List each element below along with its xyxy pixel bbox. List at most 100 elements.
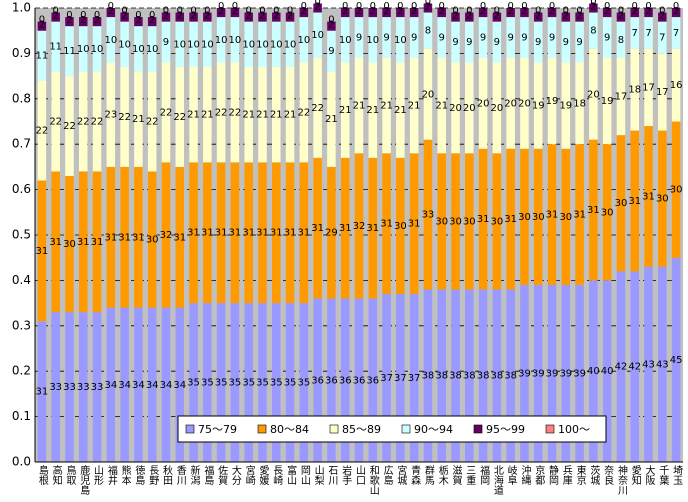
bar-segment <box>230 162 240 304</box>
x-tick-label: 福井 <box>105 464 117 486</box>
bar-segment <box>630 48 639 131</box>
data-label: 38 <box>491 371 504 382</box>
data-label: 39 <box>532 368 545 379</box>
data-label: 31 <box>49 237 62 248</box>
bar-segment <box>368 298 378 462</box>
data-label: 22 <box>229 107 242 118</box>
data-label: 10 <box>270 39 283 50</box>
x-tick-label: 岐阜 <box>505 464 517 486</box>
bar-segment <box>65 76 74 176</box>
data-label: 31 <box>229 228 242 239</box>
bar-segment <box>658 12 667 22</box>
bar-segment <box>589 139 598 281</box>
data-label: 35 <box>215 378 228 389</box>
data-label: 0 <box>273 6 279 17</box>
data-label: 31 <box>91 237 104 248</box>
data-label: 2 <box>287 11 293 22</box>
bar-segment <box>423 12 433 49</box>
data-label: 10 <box>146 44 159 55</box>
bar-segment <box>299 303 309 462</box>
data-label: 10 <box>201 39 214 50</box>
bar-segment <box>409 8 419 18</box>
data-label: 29 <box>325 228 338 239</box>
x-tick-label: 兵庫 <box>560 464 572 486</box>
y-tick-label: 0.7 <box>12 137 31 151</box>
data-label: 0 <box>121 6 127 17</box>
x-tick-label: 茨城 <box>588 464 600 486</box>
data-label: 19 <box>559 101 572 112</box>
data-label: 2 <box>590 1 596 12</box>
data-label: 0 <box>342 1 348 12</box>
data-label: 2 <box>452 11 458 22</box>
bar-segment <box>533 148 543 285</box>
bar-segment <box>382 153 391 295</box>
data-label: 21 <box>435 101 448 112</box>
bar-segment <box>92 171 102 313</box>
bar-segment <box>478 289 488 462</box>
bar-segment <box>575 284 584 462</box>
bar-segment <box>492 153 502 290</box>
data-label: 37 <box>380 373 393 384</box>
bar-segment <box>451 153 460 290</box>
bar-segment <box>203 303 212 462</box>
bar-segment <box>340 62 350 158</box>
x-tick-label: 栃木 <box>436 464 448 486</box>
data-label: 0 <box>563 6 569 17</box>
bar-segment <box>423 3 433 13</box>
data-label: 37 <box>408 373 421 384</box>
bar-segment <box>79 171 88 313</box>
y-tick-label: 0.5 <box>12 228 31 242</box>
data-label: 31 <box>104 232 117 243</box>
data-label: 30 <box>63 239 76 250</box>
x-tick-label: 石川 <box>326 465 338 485</box>
data-label: 9 <box>328 46 334 57</box>
data-label: 2 <box>149 15 155 26</box>
bar-segment <box>354 57 364 154</box>
bar-segment <box>120 21 129 68</box>
bar-segment <box>561 148 571 285</box>
bar-segment <box>244 303 253 462</box>
x-tick-label: 奈良 <box>602 464 614 486</box>
bar-segment <box>327 298 336 462</box>
data-label: 0 <box>66 10 72 21</box>
x-tick-label: 富山 <box>285 464 297 485</box>
y-tick-label: 0.8 <box>12 91 31 105</box>
x-tick-label: 山形 <box>92 465 104 486</box>
data-label: 35 <box>256 378 269 389</box>
bar-segment <box>547 17 557 58</box>
x-tick-label: 福岡 <box>478 464 490 486</box>
data-label: 18 <box>628 85 641 96</box>
data-label: 9 <box>411 33 417 44</box>
data-label: 21 <box>256 110 269 121</box>
data-label: 0 <box>549 1 555 12</box>
data-label: 2 <box>232 6 238 17</box>
data-label: 30 <box>463 216 476 227</box>
data-label: 35 <box>270 378 283 389</box>
bar-segment <box>161 21 171 63</box>
data-label: 21 <box>380 101 393 112</box>
data-label: 2 <box>218 6 224 17</box>
data-label: 2 <box>439 6 445 17</box>
data-label: 10 <box>173 39 186 50</box>
bar-segment <box>437 57 446 154</box>
data-label: 31 <box>642 191 655 202</box>
data-label: 2 <box>94 15 100 26</box>
data-label: 0 <box>328 15 334 26</box>
data-label: 31 <box>311 223 324 234</box>
bar-segment <box>327 30 336 72</box>
bar-segment <box>340 157 350 299</box>
bar-segment <box>134 26 143 72</box>
x-tick-label: 徳島 <box>133 464 145 486</box>
bar-segment <box>616 135 626 272</box>
legend-box <box>177 415 607 443</box>
data-label: 2 <box>535 11 541 22</box>
bar-segment <box>189 67 198 163</box>
data-label: 10 <box>256 39 269 50</box>
data-label: 9 <box>383 33 389 44</box>
data-label: 0 <box>397 1 403 12</box>
bar-segment <box>409 153 419 295</box>
bar-segment <box>492 12 502 22</box>
data-label: 2 <box>618 11 624 22</box>
bar-segment <box>354 17 364 58</box>
data-label: 40 <box>601 366 614 377</box>
